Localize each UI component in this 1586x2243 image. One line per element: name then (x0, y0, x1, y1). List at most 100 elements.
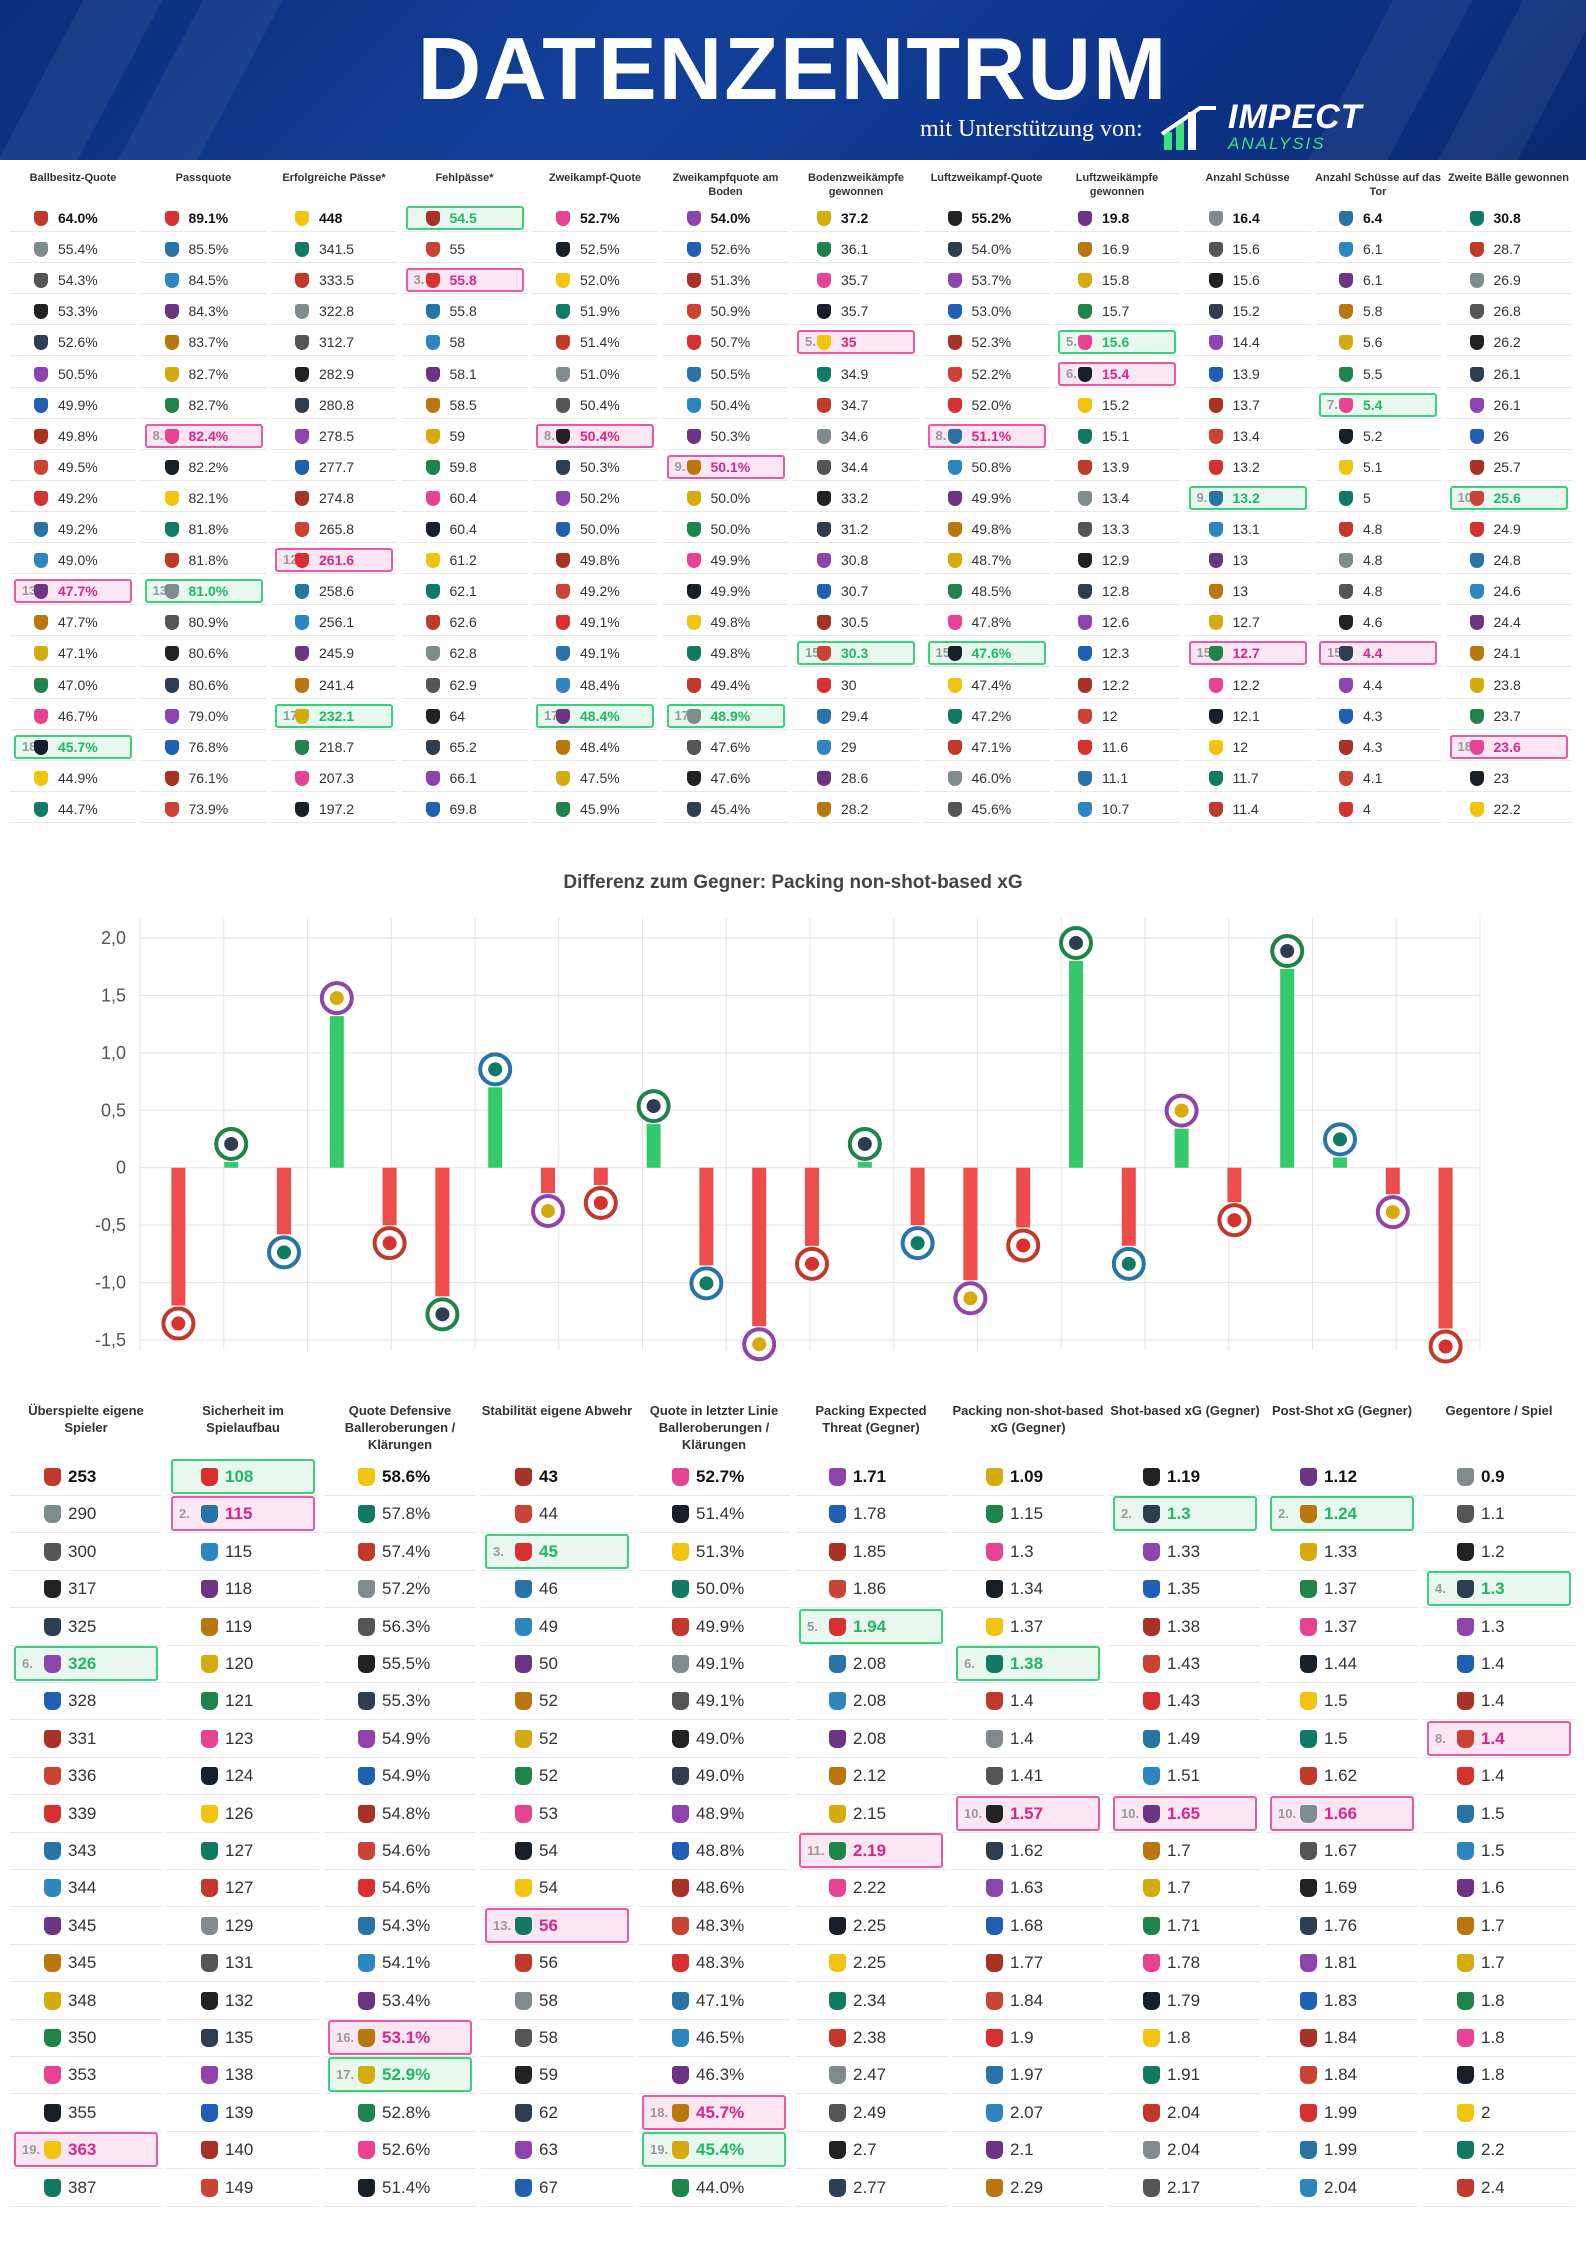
club-crest-icon (672, 1692, 689, 1711)
stat-value: 49 (539, 1616, 558, 1636)
table-row: 11. 2.19 (795, 1832, 947, 1870)
table-row: 55 (401, 236, 528, 264)
club-crest-icon (686, 646, 701, 662)
club-crest-icon (686, 584, 701, 600)
rank-label: 6. (1066, 365, 1077, 381)
club-crest-icon (44, 1468, 61, 1486)
table-row: 54.5 (401, 205, 528, 232)
stat-value: 48.5% (971, 583, 1012, 600)
table-row: 23 (1445, 765, 1572, 792)
club-crest-icon (947, 801, 962, 817)
stat-value: 2.7 (853, 2140, 877, 2160)
table-row: 24.9 (1445, 516, 1572, 543)
club-crest-icon (1300, 1655, 1317, 1673)
club-crest-icon (1339, 459, 1353, 475)
club-crest-icon (201, 1991, 218, 2010)
table-row: 29 (793, 734, 919, 761)
club-crest-icon (1339, 770, 1353, 786)
stat-value: 5.5 (1363, 365, 1383, 382)
stat-value: 82.4% (188, 427, 229, 444)
stat-value: 50.0% (696, 1579, 745, 1599)
stat-value: 53.4% (382, 1990, 431, 2010)
club-crest-icon (201, 1767, 218, 1786)
stat-value: 1.67 (1324, 1841, 1358, 1860)
club-crest-icon (986, 1842, 1003, 1860)
stat-value: 34.6 (841, 427, 869, 444)
club-crest-icon (829, 1692, 846, 1711)
club-crest-icon (829, 1991, 846, 2010)
stat-value: 58 (539, 1990, 558, 2010)
stat-value: 46.0% (971, 769, 1012, 786)
stat-value: 26.2 (1493, 334, 1521, 351)
table-row: 52.7% (638, 1458, 790, 1496)
club-crest-icon (556, 584, 570, 600)
table-row: 8. 1.4 (1423, 1720, 1575, 1758)
highlight-box (642, 2132, 786, 2168)
table-row: 44.7% (10, 796, 136, 823)
table-row: 57.8% (324, 1495, 476, 1534)
club-crest-icon (556, 366, 570, 382)
club-crest-inner (963, 1291, 978, 1306)
stat-value: 28.2 (841, 800, 869, 817)
table-row: 46 (481, 1570, 633, 1609)
stat-value: 1.99 (1324, 2102, 1358, 2122)
table-row: 274.8 (271, 485, 397, 512)
table-row: 45.4% (662, 796, 789, 823)
highlight-box (405, 206, 524, 230)
table-row: 2. 1.3 (1109, 1495, 1261, 1534)
table-row: 1.37 (1266, 1570, 1418, 1609)
stat-value: 30.7 (841, 583, 869, 600)
table-row: 16. 53.1% (324, 2019, 476, 2057)
table-row: 52.0% (532, 267, 658, 295)
stat-value: 11.4 (1232, 800, 1259, 817)
column-header: Anzahl Schüsse (1205, 172, 1290, 184)
stat-column: Zweikampf-Quote 52.7% 52.5% 52.0% 51.9% 51.4%… (532, 165, 658, 827)
table-row: 52.5% (532, 236, 658, 264)
table-row: 7. 5.4 (1315, 392, 1441, 419)
table-row: 89.1% (140, 205, 267, 232)
club-crest-icon (295, 677, 309, 693)
table-row: 54.6% (324, 1869, 476, 1908)
club-crest-icon (1300, 2029, 1317, 2047)
club-crest-icon (1078, 459, 1092, 475)
club-crest-icon (1469, 242, 1484, 258)
stat-value: 119 (225, 1616, 253, 1636)
table-row: 253 (10, 1458, 162, 1496)
stat-value: 343 (68, 1841, 97, 1860)
stat-value: 47.1% (58, 645, 98, 662)
stat-value: 1.7 (1481, 1915, 1505, 1935)
table-row: 51.4% (532, 329, 658, 357)
club-crest-icon (425, 584, 440, 600)
stat-value: 4.8 (1363, 521, 1383, 537)
table-row: 2. 115 (167, 1495, 319, 1534)
club-crest-icon (358, 1767, 375, 1786)
stat-value: 63 (539, 2140, 558, 2160)
table-row: 49.2% (532, 578, 658, 606)
stat-value: 59 (539, 2065, 558, 2085)
bar (1174, 1128, 1189, 1168)
table-row: 15.8 (1054, 267, 1180, 295)
club-crest-icon (1339, 646, 1353, 662)
stat-value: 12.3 (1102, 645, 1130, 662)
table-row: 6. 15.4 (1054, 361, 1180, 388)
stat-value: 290 (68, 1504, 97, 1524)
club-crest-icon (1208, 584, 1223, 600)
stat-value: 2.08 (853, 1691, 887, 1711)
highlight-box (1319, 641, 1437, 666)
club-crest-inner (699, 1276, 714, 1291)
club-crest-icon (34, 770, 48, 786)
stat-value: 1.3 (1481, 1579, 1505, 1599)
stat-value: 132 (225, 1990, 254, 2010)
table-row: 48.3% (638, 1944, 790, 1983)
table-row: 2.1 (952, 2131, 1104, 2170)
club-crest-icon (1078, 770, 1092, 786)
club-crest-icon (34, 553, 48, 569)
table-row: 120 (167, 1645, 319, 1683)
club-crest-icon (164, 335, 179, 351)
club-crest-icon (1143, 1580, 1160, 1599)
club-crest-icon (358, 1804, 375, 1823)
stat-value: 82.1% (188, 489, 229, 506)
club-crest-icon (1078, 801, 1092, 817)
stat-value: 1.4 (1481, 1691, 1505, 1711)
table-row: 328 (10, 1682, 162, 1721)
